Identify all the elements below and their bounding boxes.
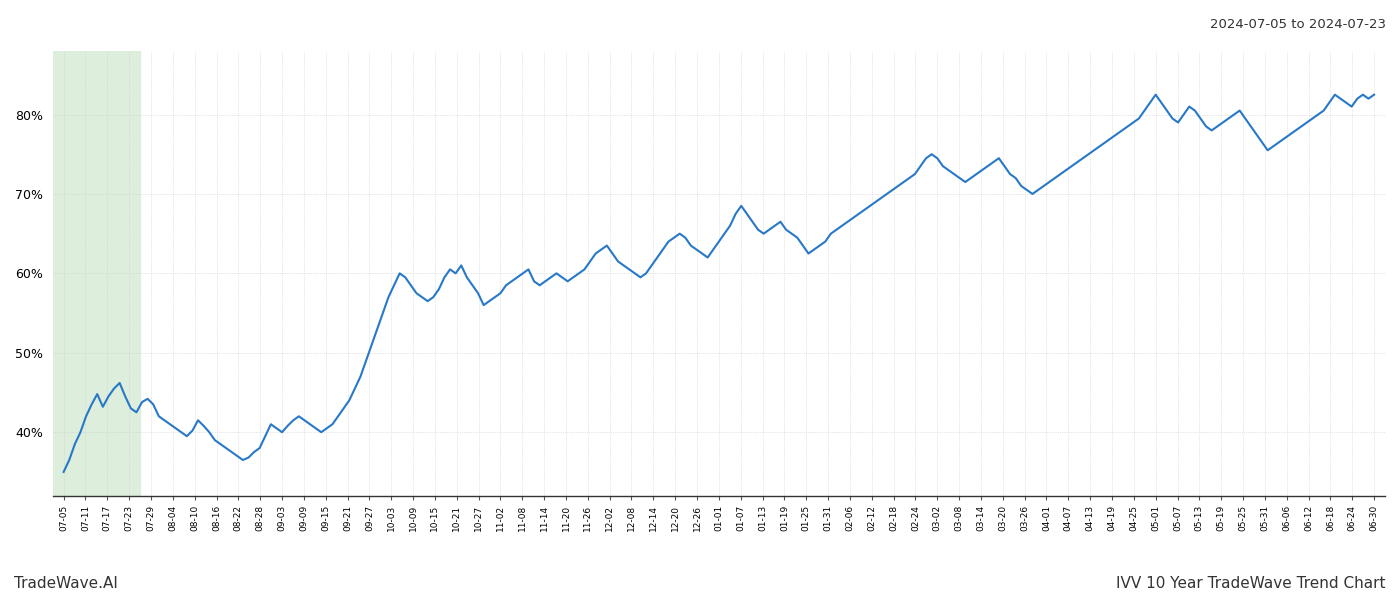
Text: 2024-07-05 to 2024-07-23: 2024-07-05 to 2024-07-23 (1210, 18, 1386, 31)
Bar (53, 51, 140, 496)
Text: IVV 10 Year TradeWave Trend Chart: IVV 10 Year TradeWave Trend Chart (1117, 576, 1386, 591)
Text: TradeWave.AI: TradeWave.AI (14, 576, 118, 591)
